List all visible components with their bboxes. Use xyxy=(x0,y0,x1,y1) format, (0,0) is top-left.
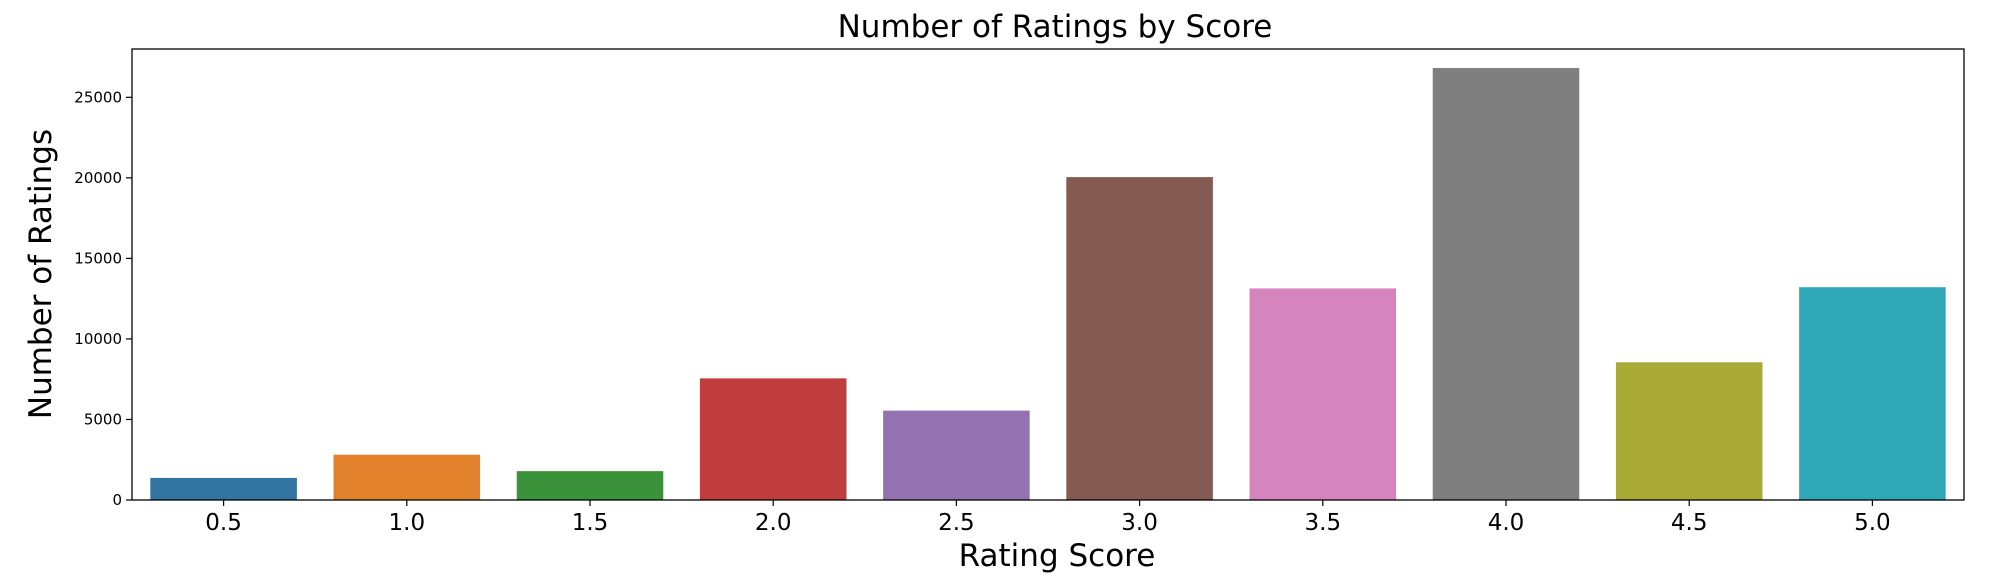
chart-title: Number of Ratings by Score xyxy=(838,9,1273,45)
bar-1.5 xyxy=(516,471,664,500)
y-tick-label: 20000 xyxy=(74,169,122,187)
x-tick-label: 4.5 xyxy=(1671,510,1708,536)
bars-layer xyxy=(150,68,1946,500)
bar-4.5 xyxy=(1615,362,1763,500)
bar-2.0 xyxy=(699,378,847,500)
bar-3.0 xyxy=(1066,177,1213,500)
bar-1.0 xyxy=(333,454,481,500)
y-tick-label: 0 xyxy=(112,491,122,509)
x-tick-label: 0.5 xyxy=(205,510,242,536)
y-axis-ticks: 0 5000 10000 15000 20000 25000 xyxy=(74,88,132,509)
x-tick-label: 3.0 xyxy=(1121,510,1158,536)
bar-2.5 xyxy=(883,410,1030,500)
x-tick-label: 5.0 xyxy=(1854,510,1891,536)
y-tick-label: 15000 xyxy=(74,249,122,267)
bar-4.0 xyxy=(1432,68,1580,500)
x-tick-label: 2.0 xyxy=(755,510,792,536)
y-axis-title: Number of Ratings xyxy=(23,129,59,419)
bar-0.5 xyxy=(150,477,297,500)
y-tick-label: 5000 xyxy=(84,410,122,428)
x-tick-label: 1.0 xyxy=(389,510,426,536)
y-tick-label: 25000 xyxy=(74,88,122,106)
x-axis-title: Rating Score xyxy=(959,538,1156,574)
plot-frame xyxy=(131,48,1965,501)
bar-5.0 xyxy=(1799,287,1946,500)
y-tick-label: 10000 xyxy=(74,330,122,348)
x-tick-label: 4.0 xyxy=(1488,510,1525,536)
x-axis-ticks: 0.5 1.0 1.5 2.0 2.5 3.0 3.5 4.0 4.5 5.0 xyxy=(205,500,1891,536)
x-tick-label: 2.5 xyxy=(938,510,975,536)
x-tick-label: 1.5 xyxy=(572,510,609,536)
bar-3.5 xyxy=(1249,288,1397,500)
x-tick-label: 3.5 xyxy=(1305,510,1342,536)
